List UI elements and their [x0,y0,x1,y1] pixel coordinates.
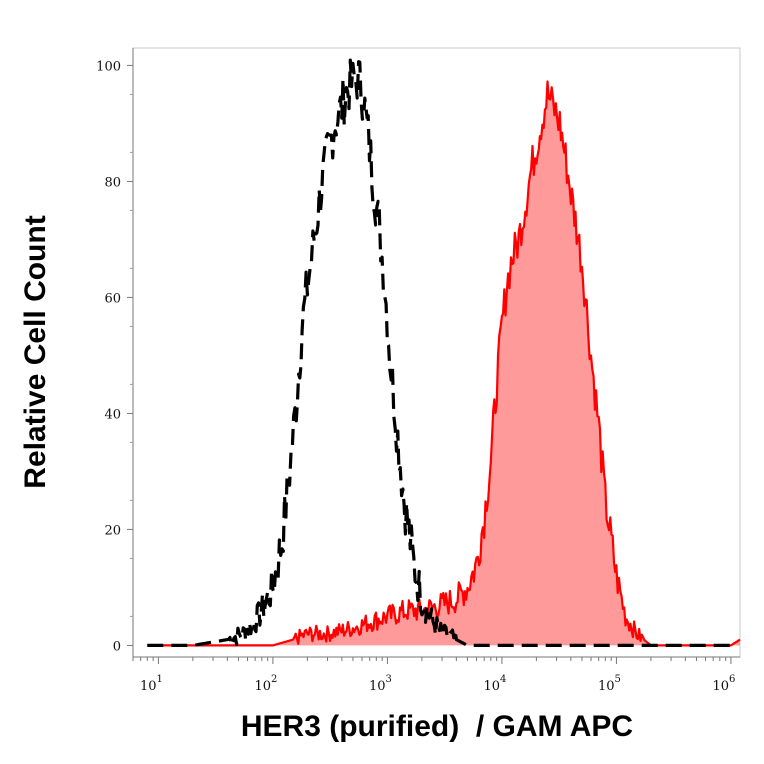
series-2-fill [147,81,741,646]
y-tick-label: 80 [104,175,121,190]
x-tick-label: 106 [712,674,735,694]
x-tick-label: 104 [483,674,506,694]
y-tick-label: 0 [113,639,121,654]
x-tick-label: 102 [254,674,277,694]
y-tick-label: 60 [104,291,121,306]
x-tick-label: 103 [369,674,392,694]
y-tick-label: 40 [104,407,121,422]
y-tick-label: 20 [104,523,121,538]
y-axis-title: Relative Cell Count [19,215,52,488]
x-tick-label: 105 [598,674,621,694]
x-tick-label: 101 [140,674,163,694]
x-axis-title: HER3 (purified) / GAM APC [241,710,633,743]
series-2-line [147,80,741,647]
series-layer [147,58,741,647]
y-tick-label: 100 [96,59,121,74]
plot-frame [132,47,741,658]
series-1-line [147,58,732,647]
y-axis: 0 20 40 60 80 100 [96,48,134,657]
x-axis: 101 102 103 104 105 106 [132,656,740,694]
